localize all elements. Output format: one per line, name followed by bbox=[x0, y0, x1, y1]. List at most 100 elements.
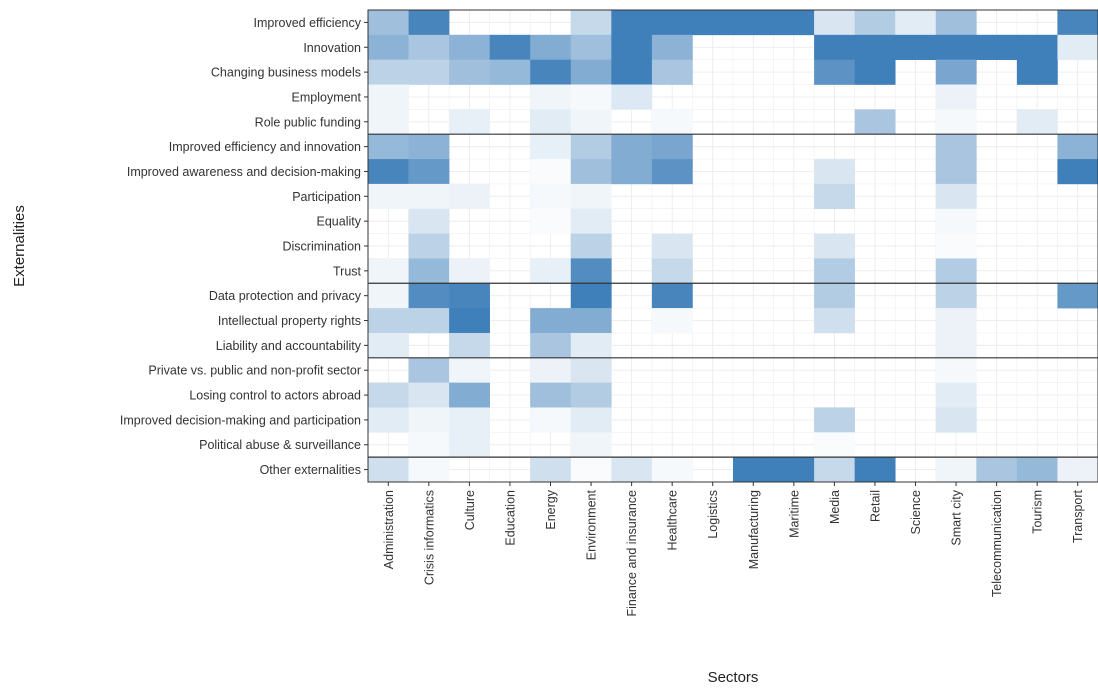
heatmap-cell bbox=[570, 109, 612, 135]
heatmap-cell bbox=[530, 258, 572, 284]
heatmap-cell bbox=[611, 59, 653, 85]
y-tick-label: Changing business models bbox=[211, 66, 361, 80]
heatmap-cell bbox=[733, 457, 774, 483]
heatmap-cell bbox=[611, 10, 653, 36]
heatmap-cell bbox=[651, 134, 693, 160]
heatmap-cell bbox=[530, 59, 572, 85]
heatmap-cell bbox=[449, 332, 490, 359]
heatmap-cell bbox=[530, 407, 572, 433]
heatmap-cell bbox=[1057, 457, 1098, 483]
heatmap-cell bbox=[570, 84, 612, 110]
x-tick-label: Media bbox=[828, 490, 842, 524]
heatmap-cell bbox=[1016, 457, 1058, 483]
heatmap-cell bbox=[1057, 134, 1098, 160]
heatmap-cell bbox=[449, 308, 490, 334]
heatmap-cell bbox=[570, 382, 612, 408]
heatmap-cell bbox=[368, 457, 409, 483]
heatmap-cell bbox=[976, 34, 1018, 60]
heatmap-cell bbox=[651, 457, 693, 483]
heatmap-cell bbox=[814, 258, 855, 284]
heatmap-cell bbox=[935, 183, 977, 210]
x-tick-label: Administration bbox=[382, 490, 396, 569]
heatmap-cell bbox=[530, 332, 572, 359]
y-tick-label: Improved efficiency bbox=[254, 16, 362, 30]
heatmap-cell bbox=[1016, 34, 1058, 60]
x-axis: Administration Crisis informatics Culture E… bbox=[382, 482, 1085, 616]
heatmap-cell bbox=[368, 59, 409, 85]
heatmap-cell bbox=[814, 10, 855, 36]
heatmap-cell bbox=[935, 84, 977, 110]
y-tick-label: Innovation bbox=[303, 41, 361, 55]
heatmap-cell bbox=[449, 382, 490, 408]
heatmap-cell bbox=[368, 34, 409, 60]
heatmap-cell bbox=[530, 109, 572, 135]
x-tick-label: Maritime bbox=[787, 490, 801, 538]
heatmap-cell bbox=[408, 283, 450, 309]
heatmap-cell bbox=[530, 159, 572, 185]
heatmap-cell bbox=[814, 59, 855, 85]
heatmap-cell bbox=[611, 84, 653, 110]
heatmap-cell bbox=[611, 134, 653, 160]
heatmap-cell bbox=[854, 34, 896, 60]
heatmap-cell bbox=[368, 283, 409, 309]
heatmap-cell bbox=[570, 183, 612, 210]
heatmap-cell bbox=[692, 10, 734, 36]
heatmap-cell bbox=[935, 258, 977, 284]
heatmap-cell bbox=[651, 34, 693, 60]
heatmap-cell bbox=[570, 159, 612, 185]
heatmap-cell bbox=[368, 258, 409, 284]
heatmap-cell bbox=[1016, 59, 1058, 85]
heatmap-cell bbox=[935, 457, 977, 483]
heatmap-cell bbox=[935, 308, 977, 334]
heatmap-cell bbox=[530, 308, 572, 334]
x-tick-label: Environment bbox=[585, 489, 599, 560]
heatmap-cell bbox=[530, 183, 572, 210]
heatmap-cell bbox=[408, 407, 450, 433]
heatmap-cell bbox=[854, 59, 896, 85]
heatmap-cell bbox=[368, 407, 409, 433]
heatmap-cell bbox=[651, 258, 693, 284]
heatmap-cell bbox=[651, 159, 693, 185]
y-tick-label: Discrimination bbox=[283, 240, 362, 254]
heatmap-cell bbox=[651, 59, 693, 85]
y-tick-label: Employment bbox=[292, 90, 362, 104]
heatmap-cell bbox=[611, 34, 653, 60]
heatmap-cell bbox=[570, 283, 612, 309]
x-tick-label: Healthcare bbox=[666, 490, 680, 550]
y-tick-label: Improved awareness and decision-making bbox=[127, 165, 361, 179]
heatmap-cell bbox=[570, 233, 612, 259]
heatmap-cell bbox=[449, 183, 490, 210]
heatmap-cell bbox=[773, 10, 815, 36]
heatmap-cell bbox=[814, 407, 855, 433]
heatmap-cell bbox=[814, 34, 855, 60]
heatmap-cell bbox=[611, 159, 653, 185]
heatmap-cell bbox=[814, 159, 855, 185]
heatmap-cell bbox=[408, 208, 450, 234]
heatmap-cell bbox=[489, 59, 531, 85]
y-tick-label: Data protection and privacy bbox=[209, 289, 362, 303]
x-tick-label: Logistics bbox=[706, 490, 720, 539]
heatmap-cell bbox=[530, 208, 572, 234]
heatmap-cell bbox=[935, 357, 977, 383]
heatmap-cell bbox=[449, 258, 490, 284]
heatmap-cell bbox=[1057, 283, 1098, 309]
heatmap-cell bbox=[854, 457, 896, 483]
heatmap-cell bbox=[854, 109, 896, 135]
heatmap-cell bbox=[570, 10, 612, 36]
heatmap-cell bbox=[408, 59, 450, 85]
heatmap-cell bbox=[530, 357, 572, 383]
heatmap-cell bbox=[530, 84, 572, 110]
x-tick-label: Energy bbox=[544, 489, 558, 529]
y-tick-label: Political abuse & surveillance bbox=[199, 438, 361, 452]
heatmap-cell bbox=[408, 34, 450, 60]
heatmap-cell bbox=[651, 10, 693, 36]
y-tick-label: Trust bbox=[333, 264, 362, 278]
heatmap-cell bbox=[449, 109, 490, 135]
heatmap-cell bbox=[408, 382, 450, 408]
heatmap-cell bbox=[449, 432, 490, 458]
heatmap-cell bbox=[368, 332, 409, 359]
heatmap-cell bbox=[935, 10, 977, 36]
heatmap-cell bbox=[976, 457, 1018, 483]
heatmap-cell bbox=[570, 134, 612, 160]
heatmap-cell bbox=[368, 382, 409, 408]
